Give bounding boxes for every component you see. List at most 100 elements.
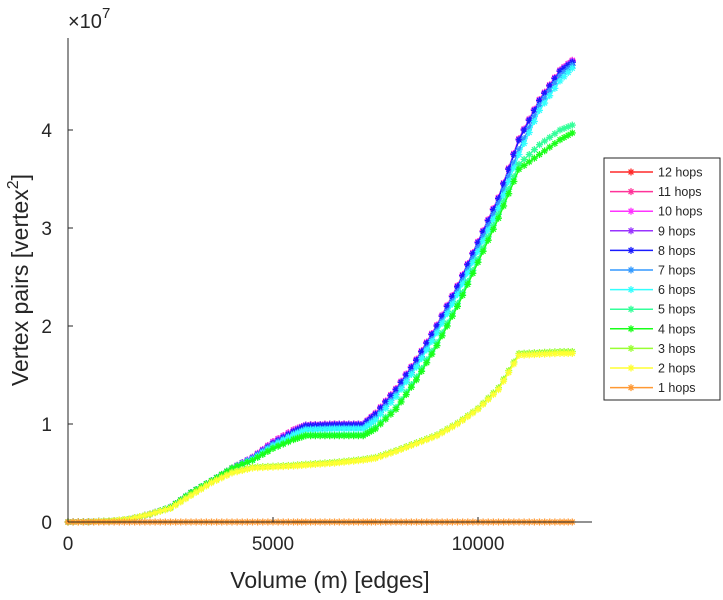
data-point — [454, 420, 461, 428]
data-point — [187, 492, 195, 500]
data-point — [530, 154, 538, 162]
data-point — [530, 146, 538, 154]
y-multiplier: ×107 — [68, 5, 110, 33]
data-point — [402, 378, 410, 386]
y-tick-label: 0 — [41, 513, 52, 534]
y-tick-label: 1 — [41, 415, 52, 436]
data-point — [151, 509, 159, 517]
data-point — [520, 351, 528, 359]
data-point — [326, 432, 334, 440]
data-point — [564, 69, 572, 77]
data-point — [387, 410, 395, 418]
legend-label: 5 hops — [658, 303, 696, 317]
data-point — [316, 425, 324, 433]
legend-marker-icon — [627, 364, 635, 372]
data-point — [311, 432, 319, 440]
data-point — [340, 425, 348, 433]
data-point — [536, 151, 543, 158]
data-point — [345, 425, 353, 433]
data-point — [520, 155, 528, 163]
data-point — [520, 162, 528, 170]
series-line — [67, 64, 573, 523]
data-point — [568, 349, 576, 357]
series-7-hops — [64, 61, 576, 526]
data-point — [397, 385, 405, 393]
data-point — [192, 488, 200, 496]
data-point — [469, 409, 477, 417]
data-point — [495, 214, 502, 222]
data-point — [156, 507, 164, 515]
data-point — [418, 367, 426, 375]
data-point — [541, 99, 549, 107]
x-tick-label: 10000 — [452, 534, 505, 555]
data-point — [536, 350, 543, 358]
data-point — [454, 302, 461, 310]
legend-entry: 8 hops — [610, 244, 696, 258]
data-point — [536, 141, 543, 149]
data-point — [307, 461, 315, 469]
legend-entry: 4 hops — [610, 322, 696, 336]
data-point — [541, 137, 549, 145]
legend-marker-icon — [627, 188, 635, 196]
legend-marker-icon — [627, 246, 635, 254]
data-point — [510, 151, 518, 158]
data-point — [335, 425, 343, 433]
data-point — [530, 117, 538, 125]
legend-label: 6 hops — [658, 283, 696, 297]
data-point — [326, 460, 334, 468]
data-point — [520, 126, 528, 134]
legend-label: 9 hops — [658, 224, 696, 238]
legend-marker-icon — [627, 168, 635, 176]
data-point — [479, 247, 487, 255]
y-tick-label: 4 — [41, 121, 52, 142]
data-point — [474, 258, 482, 266]
data-point — [520, 139, 528, 147]
plot-area — [64, 56, 576, 526]
data-point — [382, 404, 390, 412]
data-point — [218, 474, 226, 482]
data-point — [259, 450, 267, 458]
data-point — [254, 453, 262, 461]
data-point — [443, 426, 451, 434]
data-point — [167, 504, 174, 512]
data-point — [177, 498, 185, 506]
data-point — [182, 495, 190, 503]
data-point — [372, 454, 379, 462]
data-point — [264, 447, 272, 455]
data-point — [448, 312, 456, 320]
data-point — [495, 386, 502, 394]
data-point — [568, 121, 576, 129]
data-point — [438, 429, 446, 437]
data-point — [438, 332, 446, 340]
data-point — [202, 482, 210, 490]
data-point — [448, 423, 456, 431]
legend-label: 11 hops — [658, 185, 702, 199]
data-point — [464, 413, 472, 421]
data-point — [484, 236, 492, 244]
legend: 12 hops 11 hops 10 hops 9 hops 8 hops 7 hops 6… — [603, 157, 721, 401]
data-point — [484, 396, 492, 403]
x-tick-label: 0 — [63, 534, 74, 555]
series-line — [67, 59, 573, 523]
data-point — [433, 432, 441, 440]
data-point — [515, 151, 523, 158]
legend-label: 10 hops — [658, 205, 702, 219]
series-line — [67, 61, 573, 523]
series-9-hops — [64, 57, 576, 526]
y-tick-label: 2 — [41, 317, 52, 338]
data-point — [510, 177, 518, 185]
data-point — [294, 434, 302, 442]
data-point — [515, 165, 523, 173]
y-tick-label: 3 — [41, 219, 52, 240]
legend-entry: 10 hops — [610, 205, 702, 219]
legend-marker-icon — [627, 266, 635, 274]
data-point — [459, 291, 467, 299]
data-point — [560, 73, 568, 81]
data-point — [474, 405, 482, 413]
x-axis-label: Volume (m) [edges] — [230, 567, 429, 593]
series-line — [67, 60, 573, 523]
legend-marker-icon — [627, 325, 635, 333]
data-point — [377, 410, 385, 418]
legend-marker-icon — [627, 207, 635, 215]
data-point — [556, 77, 564, 85]
